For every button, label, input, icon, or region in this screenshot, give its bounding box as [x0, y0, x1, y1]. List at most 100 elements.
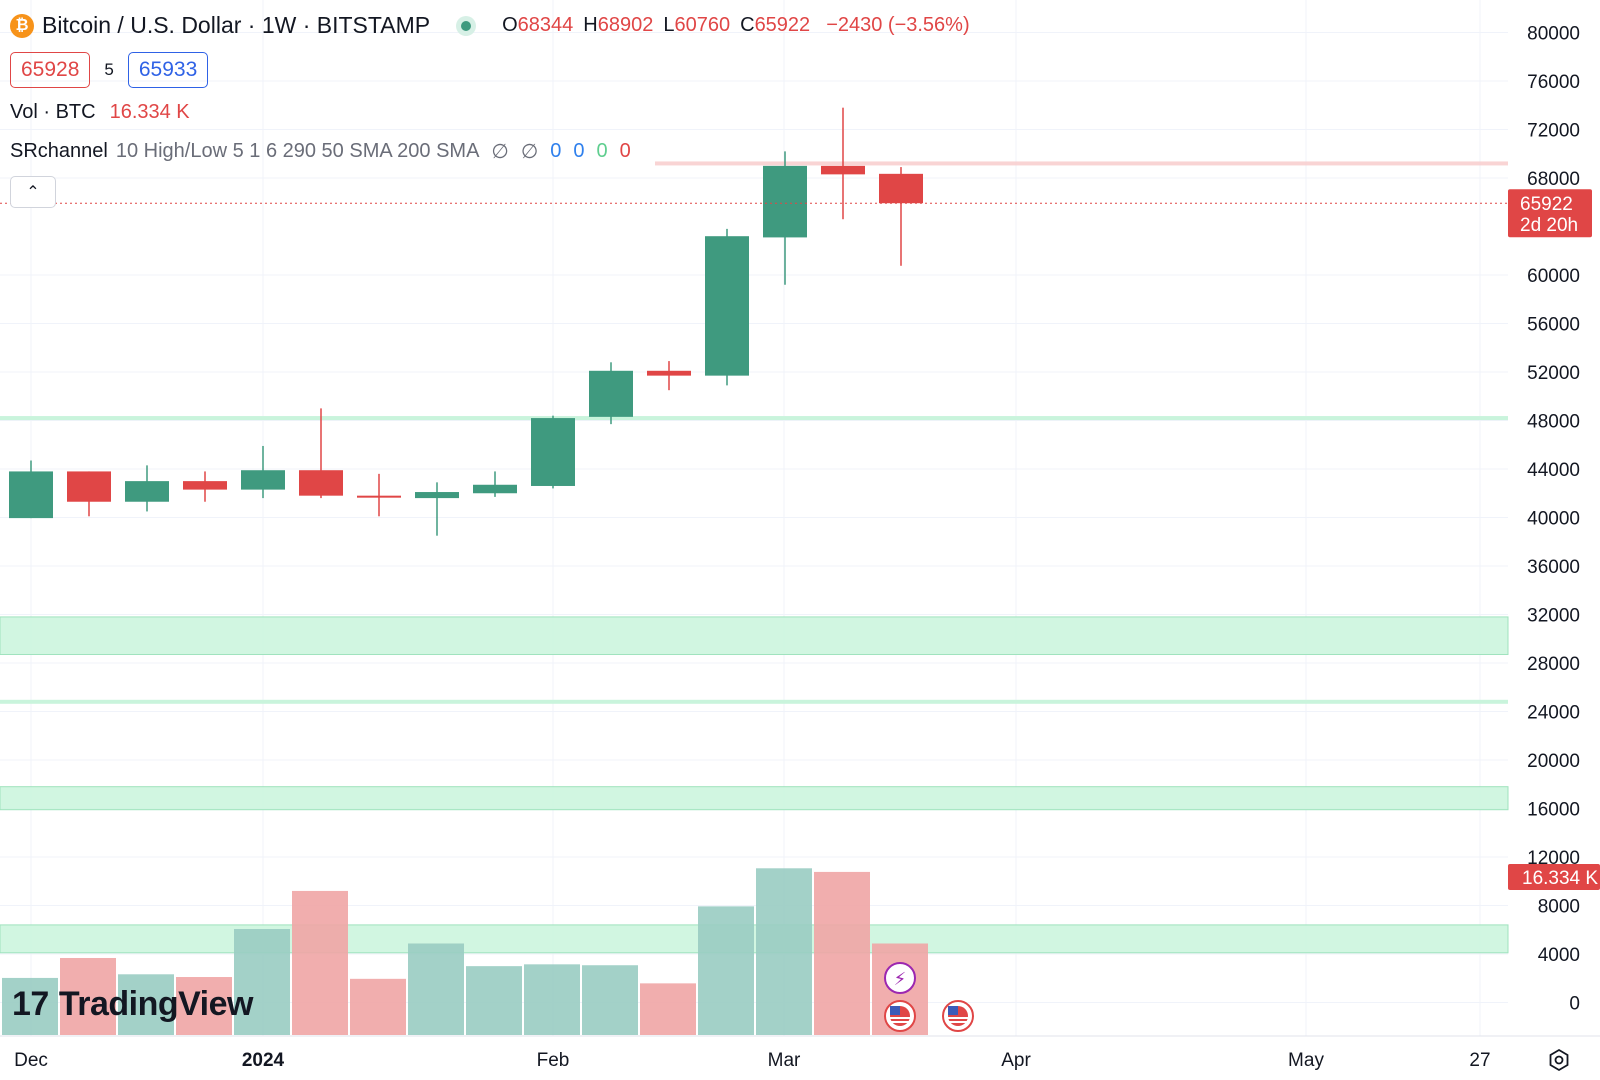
us-economic-event-icon[interactable]: [884, 1000, 916, 1032]
indicator-na-2: ∅: [520, 141, 539, 163]
volume-bar: [698, 906, 754, 1035]
candle-body: [357, 495, 401, 498]
y-tick-label: 60000: [1527, 266, 1580, 287]
y-tick-label: 24000: [1527, 703, 1580, 724]
volume-bar: [60, 957, 116, 1035]
volume-bar: [176, 977, 232, 1035]
y-tick-label: 48000: [1527, 412, 1580, 433]
svg-text:⚡: ⚡: [894, 969, 907, 990]
trade-buttons: 65928 5 65933: [10, 52, 209, 88]
candle-body: [705, 236, 749, 376]
volume-bar: [814, 871, 870, 1035]
indicator-value-1: 0: [550, 140, 562, 162]
spread-value: 5: [104, 60, 114, 79]
x-tick-label: Feb: [537, 1050, 570, 1071]
volume-bar: [756, 868, 812, 1035]
last-price-label: 65922: [1520, 194, 1573, 215]
y-tick-label: 28000: [1527, 654, 1580, 675]
candle-body: [67, 471, 111, 502]
axis-layer: 8000076000720006800060000560005200048000…: [0, 24, 1600, 1071]
y-tick-label: 8000: [1538, 897, 1580, 918]
change-value: −2430 (−3.56%): [826, 14, 970, 36]
volume-legend-value: 16.334 K: [109, 101, 190, 123]
x-tick-label: May: [1288, 1050, 1324, 1071]
high-value: 68902: [597, 14, 654, 36]
us-economic-event-icon[interactable]: [942, 1000, 974, 1032]
candle-body: [299, 470, 343, 496]
volume-legend[interactable]: Vol · BTC 16.334 K: [10, 101, 190, 124]
y-tick-label: 4000: [1538, 945, 1580, 966]
indicator-value-3: 0: [596, 140, 608, 162]
low-value: 60760: [674, 14, 731, 36]
volume-bar: [408, 943, 464, 1035]
sell-button[interactable]: 65928: [10, 52, 91, 88]
x-tick-label: Mar: [768, 1050, 801, 1071]
collapse-legend-button[interactable]: ⌃: [10, 176, 56, 208]
x-tick-label: 27: [1469, 1050, 1490, 1071]
candle-layer: [0, 107, 1508, 536]
y-tick-label: 32000: [1527, 606, 1580, 627]
indicator-value-2: 0: [573, 140, 585, 162]
ohlc-values: O68344 H68902 L60760 C65922 −2430 (−3.56…: [502, 14, 970, 36]
bitcoin-icon: ₿: [10, 13, 34, 38]
candle-body: [531, 418, 575, 486]
crypto-event-icon[interactable]: ⚡: [884, 962, 916, 994]
candle-body: [647, 370, 691, 376]
indicator-legend[interactable]: SRchannel 10 High/Low 5 1 6 290 50 SMA 2…: [10, 139, 631, 164]
last-price-tag: [1508, 189, 1592, 238]
indicator-na-1: ∅: [491, 141, 509, 163]
candle-body: [821, 165, 865, 175]
tradingview-logo[interactable]: 17 TradingView: [12, 985, 253, 1024]
indicator-value-4: 0: [619, 140, 631, 162]
volume-bar: [292, 890, 348, 1035]
y-tick-label: 44000: [1527, 460, 1580, 481]
sr-zone: [0, 786, 1509, 811]
chart-header: ₿ Bitcoin / U.S. Dollar · 1W · BITSTAMP …: [10, 12, 970, 39]
buy-button[interactable]: 65933: [127, 52, 209, 88]
indicator-name: SRchannel: [10, 140, 108, 162]
y-tick-label: 36000: [1527, 557, 1580, 578]
volume-bar: [582, 965, 638, 1035]
volume-bar: [2, 977, 58, 1035]
volume-bar: [118, 974, 174, 1035]
bar-countdown-label: 2d 20h: [1520, 215, 1578, 236]
volume-layer: [2, 868, 928, 1035]
volume-price-label: 16.334 K: [1522, 868, 1598, 889]
close-value: 65922: [754, 14, 811, 36]
volume-bar: [640, 983, 696, 1035]
y-tick-label: 56000: [1527, 315, 1580, 336]
candle-body: [879, 173, 923, 204]
x-tick-label: Apr: [1001, 1050, 1031, 1071]
volume-bar: [234, 928, 290, 1035]
x-tick-label: 2024: [242, 1050, 285, 1071]
candle-body: [763, 165, 807, 238]
sr-zone: [0, 616, 1509, 656]
sr-line: [0, 699, 1508, 704]
candle-body: [415, 492, 459, 499]
indicator-params: 10 High/Low 5 1 6 290 50 SMA 200 SMA: [115, 140, 480, 162]
market-open-icon: [456, 15, 477, 36]
chart-settings-icon[interactable]: [1547, 1048, 1571, 1072]
sr-line: [0, 416, 1508, 421]
tradingview-mark-icon: 17: [12, 985, 49, 1023]
chevron-up-icon: ⌃: [26, 184, 40, 201]
volume-bar: [466, 966, 522, 1035]
volume-price-tag: [1508, 864, 1600, 890]
candle-body: [9, 471, 53, 519]
tradingview-logo-text: TradingView: [58, 985, 254, 1023]
sr-channel-layer: [0, 161, 1509, 954]
sr-line: [655, 161, 1508, 166]
volume-bar: [524, 964, 580, 1035]
open-value: 68344: [517, 14, 574, 36]
volume-bar: [350, 978, 406, 1035]
y-tick-label: 80000: [1527, 24, 1580, 45]
y-tick-label: 0: [1569, 994, 1580, 1015]
y-tick-label: 72000: [1527, 121, 1580, 142]
candle-body: [589, 370, 633, 417]
y-tick-label: 40000: [1527, 509, 1580, 530]
candle-body: [241, 470, 285, 490]
y-tick-label: 20000: [1527, 751, 1580, 772]
candle-body: [473, 484, 517, 494]
symbol-title[interactable]: Bitcoin / U.S. Dollar · 1W · BITSTAMP: [42, 12, 431, 38]
